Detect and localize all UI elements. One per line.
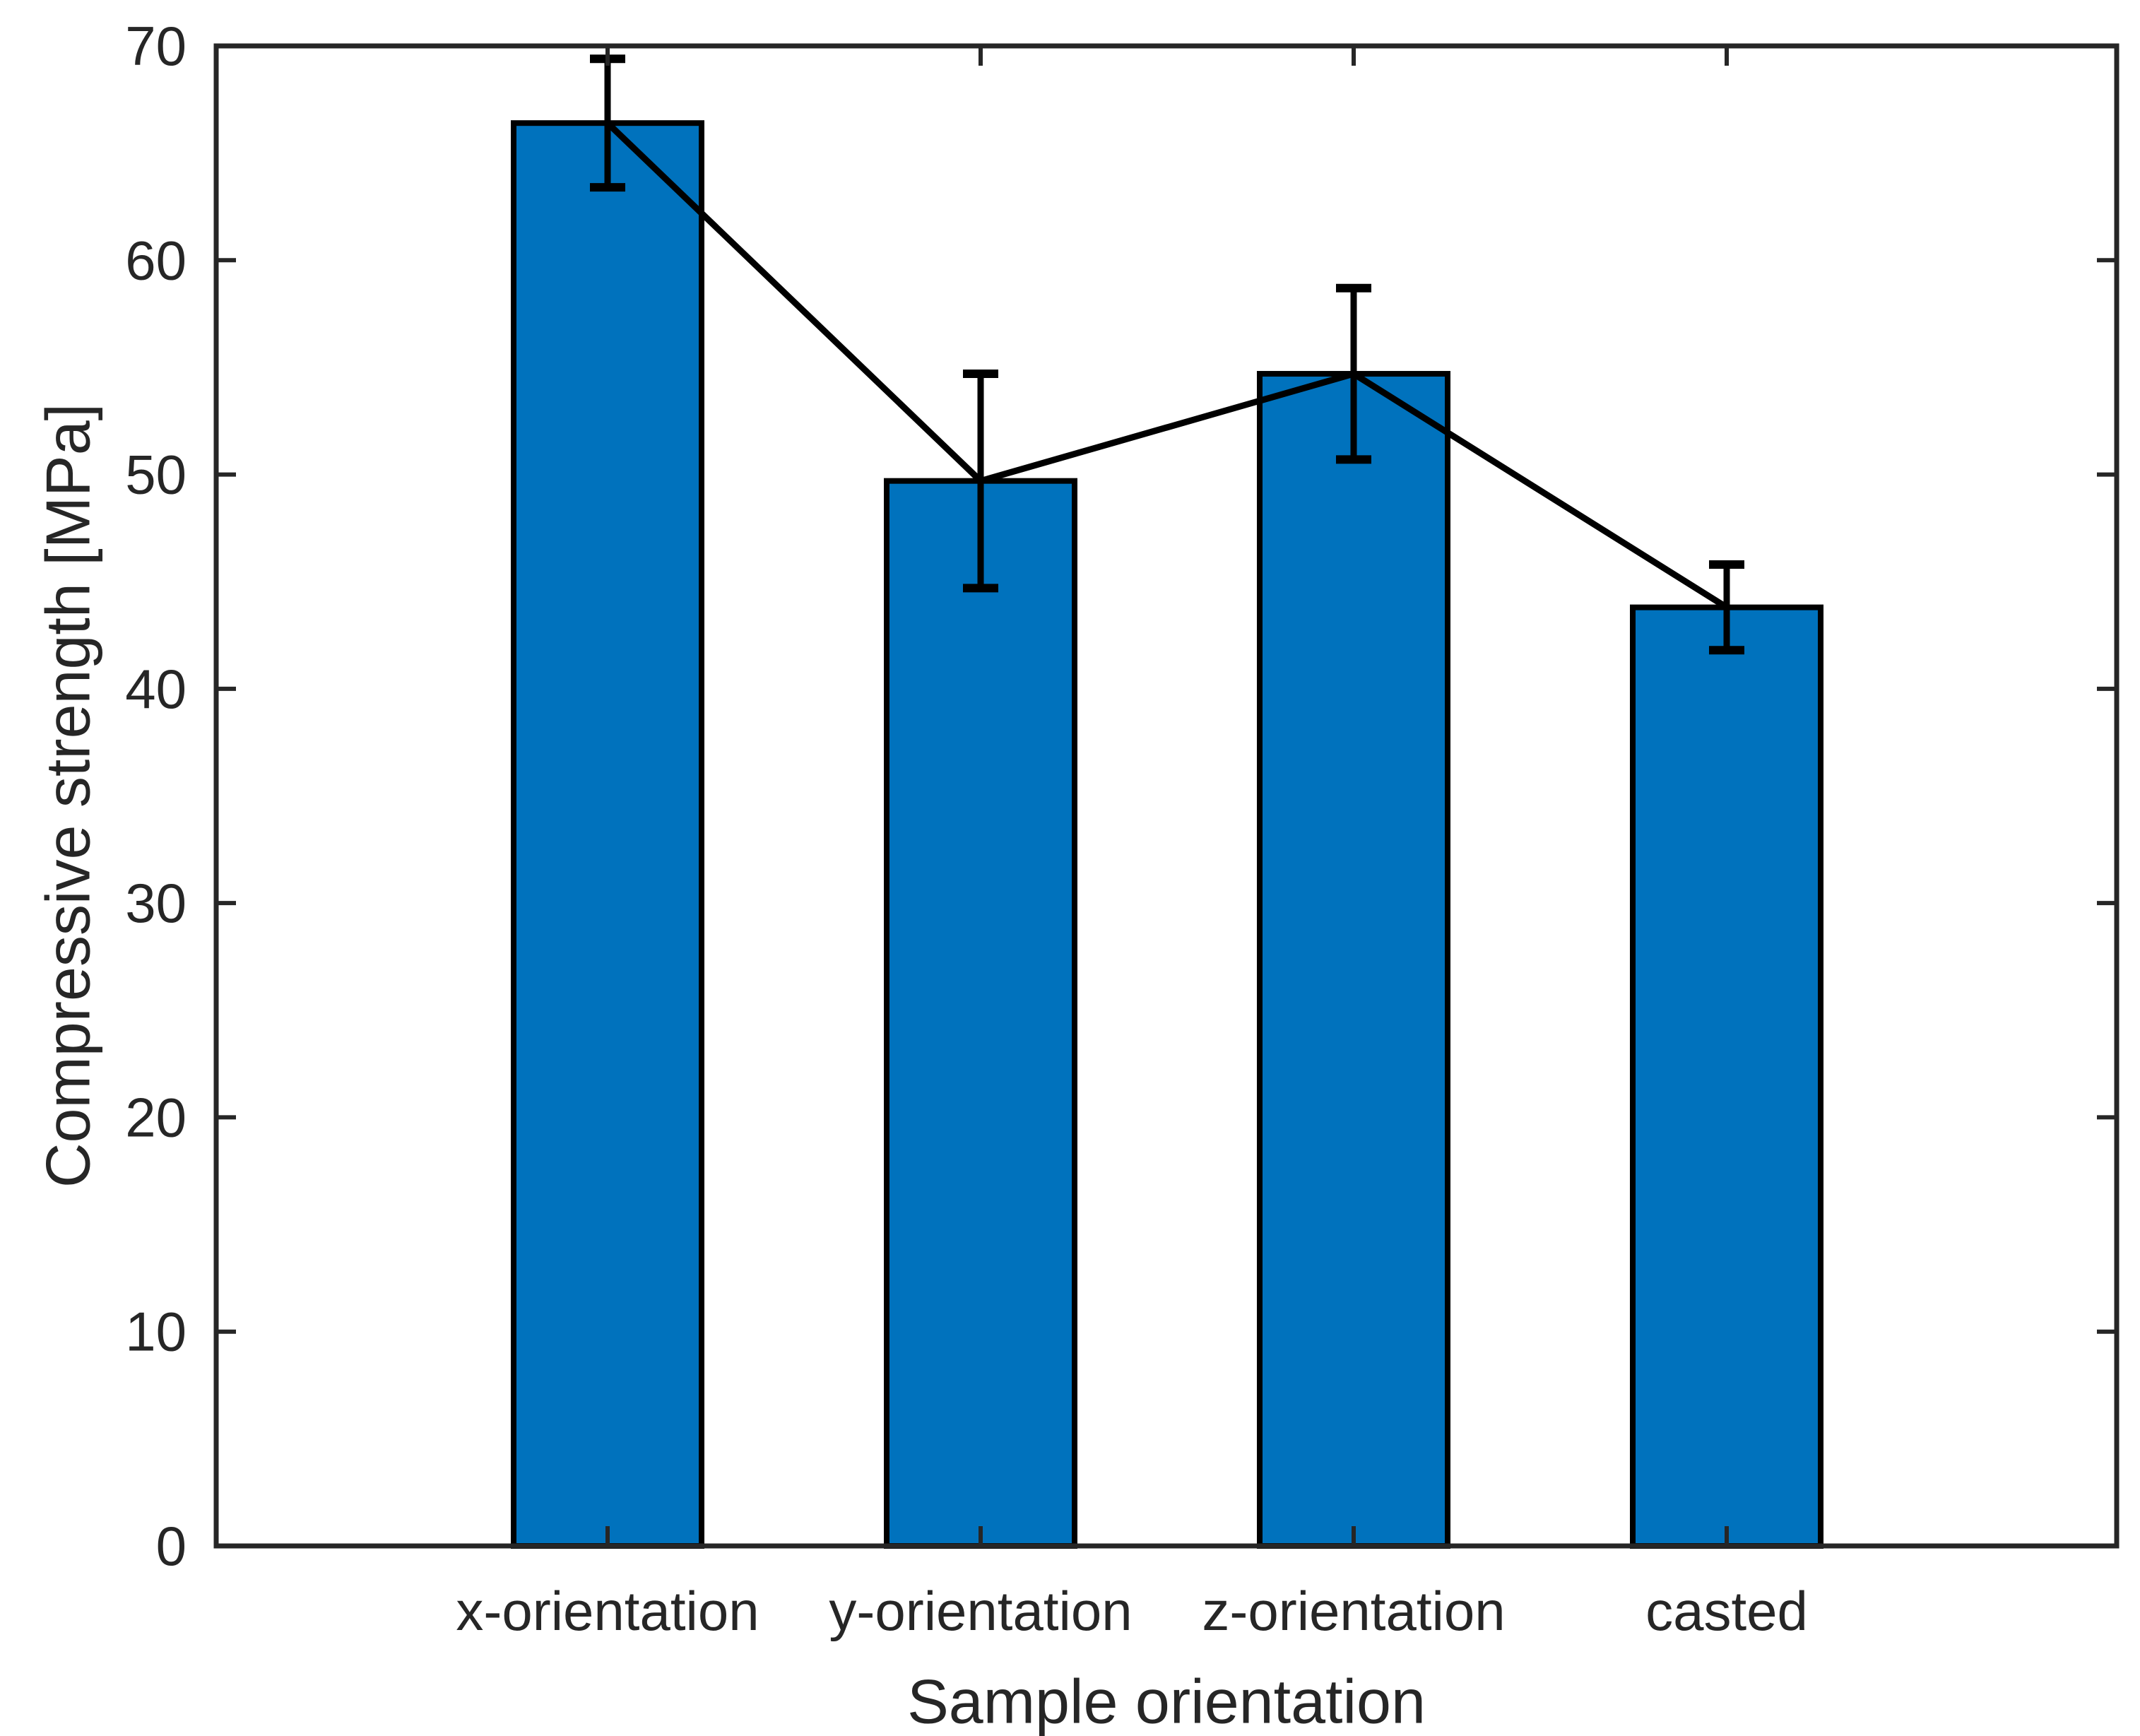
plot-background [216,46,2117,1546]
y-tick-label-20: 20 [125,1086,187,1148]
y-tick-label-30: 30 [125,872,187,934]
bar-z-orientation [1257,371,1450,1549]
bar-y-orientation [884,478,1077,1549]
x-tick-label-y-orientation: y-orientation [829,1580,1132,1642]
y-tick-label-10: 10 [125,1301,187,1363]
bar-x-orientation [511,120,704,1549]
y-axis-label: Compressive strength [MPa] [33,403,103,1188]
y-tick-label-0: 0 [156,1515,187,1577]
y-tick-label-50: 50 [125,444,187,506]
x-tick-label-z-orientation: z-orientation [1202,1580,1505,1642]
y-tick-label-60: 60 [125,229,187,291]
y-tick-label-70: 70 [125,15,187,77]
y-tick-label-40: 40 [125,658,187,720]
mean-connector-line [605,120,1729,610]
axes-frame [213,43,2120,1549]
x-tick-label-casted: casted [1645,1580,1808,1642]
plot-layer: 0 10 20 30 40 50 60 70 x-orientation y-orientatio… [125,15,2120,1642]
bar-casted [1630,604,1823,1549]
x-tick-label-x-orientation: x-orientation [456,1580,759,1642]
x-axis-label: Sample orientation [907,1667,1426,1736]
